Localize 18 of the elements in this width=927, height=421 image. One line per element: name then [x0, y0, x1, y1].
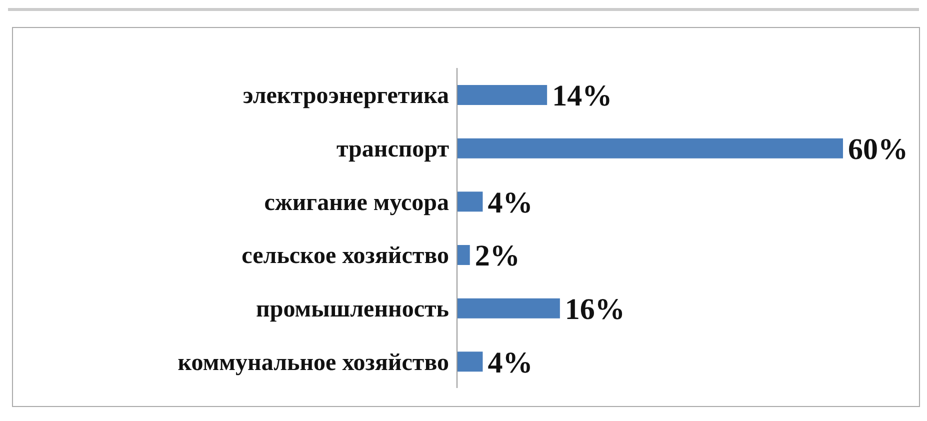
y-tick-label: сжигание мусора: [264, 190, 449, 216]
data-label: 4%: [488, 346, 533, 380]
data-label: 16%: [564, 292, 625, 326]
data-label: 2%: [474, 240, 520, 273]
data-label: 4%: [488, 186, 533, 220]
data-label: 14%: [552, 80, 612, 113]
bar: [457, 352, 483, 372]
bar: [457, 298, 560, 318]
bar: [457, 192, 483, 212]
y-tick-label: сельское хозяйство: [242, 243, 449, 270]
bar: [457, 85, 548, 105]
y-tick-label: коммунальное хозяйство: [178, 350, 449, 376]
bar: [457, 245, 470, 265]
y-tick-label: электроэнергетика: [242, 83, 449, 110]
bar: [457, 138, 843, 158]
y-tick-label: промышленность: [256, 296, 450, 323]
y-tick-label: транспорт: [336, 136, 450, 163]
data-label: 60%: [848, 132, 908, 166]
